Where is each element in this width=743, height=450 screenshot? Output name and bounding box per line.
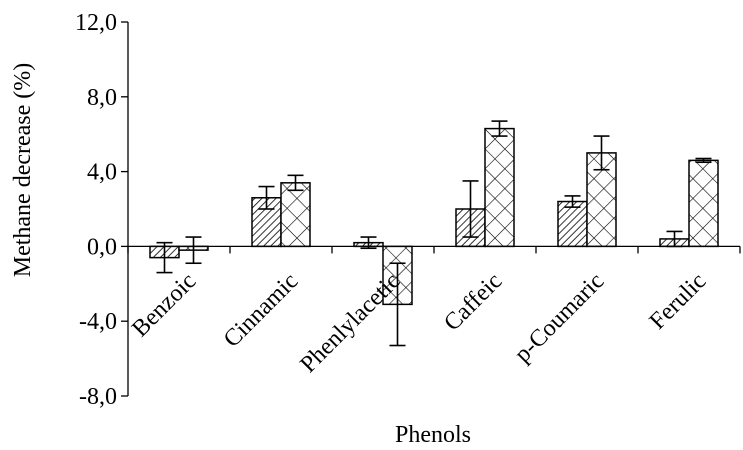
- x-tick-label: Caffeic: [439, 268, 507, 336]
- x-tick-label: Cinnamic: [219, 268, 303, 352]
- y-tick-label: -4,0: [79, 309, 117, 335]
- x-axis-title: Phenols: [395, 422, 471, 448]
- axes-layer: [121, 21, 741, 397]
- y-tick-label: -8,0: [79, 384, 117, 410]
- y-tick-label: 12,0: [75, 10, 117, 36]
- y-tick-label: 8,0: [87, 85, 117, 111]
- y-tick-label: 0,0: [87, 234, 117, 260]
- bar-caffeic-series-2: [484, 127, 515, 248]
- bar-p-coumaric-series-1: [557, 200, 588, 248]
- x-tick-label: Phenlylacetic: [295, 268, 405, 378]
- x-tick-label: Ferulic: [645, 268, 711, 334]
- bar-ferulic-series-2: [688, 159, 719, 248]
- bar-cinnamic-series-2: [280, 182, 311, 248]
- bars-layer: [149, 120, 719, 347]
- y-axis-title: Methane decrease (%): [10, 63, 36, 278]
- x-tick-label: Benzoic: [127, 268, 201, 342]
- y-tick-label: 4,0: [87, 160, 117, 186]
- x-tick-label: p-Coumaric: [510, 268, 609, 367]
